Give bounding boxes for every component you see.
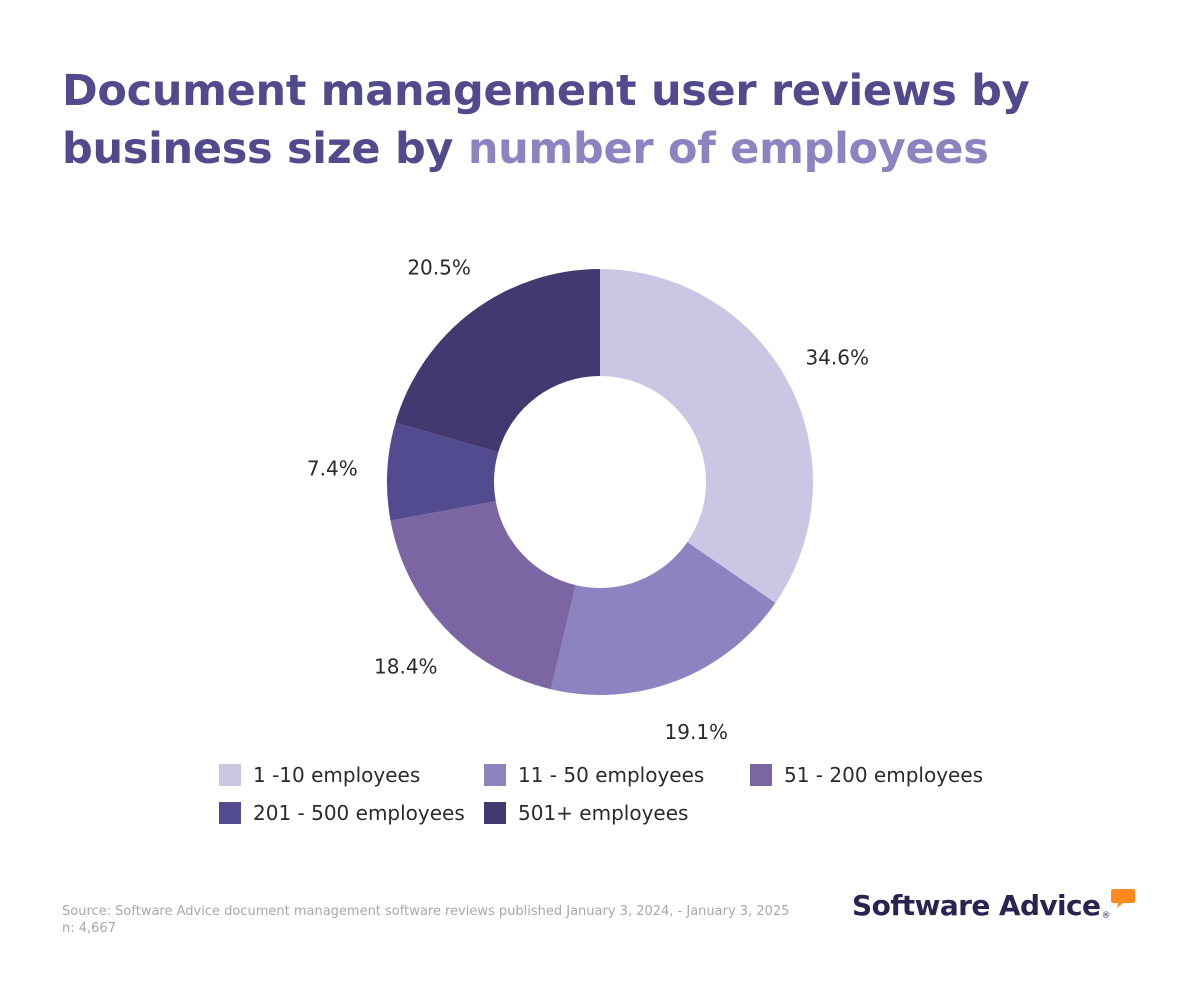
legend-item-3: 51 - 200 employees <box>750 762 983 788</box>
legend-swatch <box>484 802 506 824</box>
software-advice-logo: Software Advice ® <box>852 886 1136 926</box>
legend-label: 1 -10 employees <box>253 763 421 787</box>
slice-value-label-4: 7.4% <box>307 457 358 481</box>
speech-bubble-icon <box>1111 889 1136 908</box>
source-text: Source: Software Advice document managem… <box>62 904 790 919</box>
donut-slice-5 <box>395 269 600 453</box>
logo-registered-mark: ® <box>1101 911 1111 921</box>
legend-item-1: 1 -10 employees <box>219 762 420 788</box>
donut-slice-2 <box>550 542 776 695</box>
legend-item-5: 501+ employees <box>484 800 688 826</box>
legend-swatch <box>219 764 241 786</box>
donut-slices <box>386 269 814 695</box>
legend-label: 201 - 500 employees <box>253 801 465 825</box>
slice-value-label-2: 19.1% <box>665 720 729 744</box>
legend-label: 51 - 200 employees <box>784 763 984 787</box>
logo-text: Software Advice <box>852 889 1101 922</box>
legend-item-4: 201 - 500 employees <box>219 800 465 826</box>
donut-slice-3 <box>390 501 576 690</box>
source-note: Source: Software Advice document managem… <box>62 903 822 937</box>
chart-title-part1: Document management user reviews by busi… <box>62 66 1030 174</box>
slice-value-label-3: 18.4% <box>374 655 438 679</box>
sample-size: n: 4,667 <box>62 921 116 936</box>
chart-title-highlight: number of employees <box>467 124 989 174</box>
donut-slice-4 <box>386 422 499 521</box>
donut-slice-1 <box>600 269 814 603</box>
legend-swatch <box>750 764 772 786</box>
slice-value-label-1: 34.6% <box>805 345 869 369</box>
slice-value-label-5: 20.5% <box>407 256 471 280</box>
legend-label: 11 - 50 employees <box>518 763 705 787</box>
legend-swatch <box>484 764 506 786</box>
donut-labels: 34.6% 19.1% 18.4% 7.4% 20.5% <box>307 256 869 744</box>
chart-title: Document management user reviews by busi… <box>62 62 1142 178</box>
legend-item-2: 11 - 50 employees <box>484 762 704 788</box>
legend-swatch <box>219 802 241 824</box>
legend-label: 501+ employees <box>518 801 689 825</box>
